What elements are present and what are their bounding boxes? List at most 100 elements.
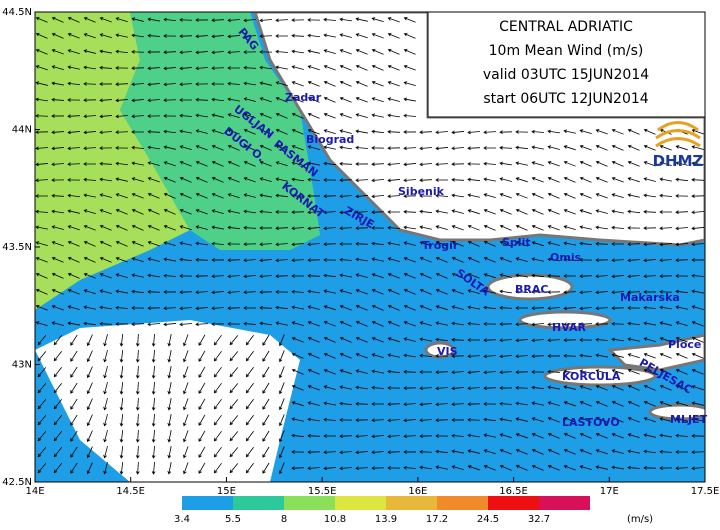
wind-arrow	[611, 225, 625, 230]
wind-arrow	[83, 224, 96, 231]
wind-arrow	[147, 50, 161, 54]
wind-arrow	[70, 366, 78, 378]
wind-arrow	[35, 162, 49, 167]
wind-arrow	[563, 306, 577, 311]
wind-arrow	[515, 257, 528, 263]
wind-arrow	[611, 384, 624, 391]
wind-arrow	[67, 256, 80, 263]
wind-arrow	[339, 145, 352, 150]
wind-arrow	[403, 64, 416, 71]
wind-arrow	[579, 225, 592, 230]
wind-arrow	[37, 335, 47, 346]
wind-arrow	[195, 97, 209, 102]
wind-arrow	[611, 337, 624, 342]
wind-arrow	[275, 18, 289, 23]
wind-arrow	[115, 240, 128, 247]
wind-arrow	[595, 400, 608, 407]
wind-arrow	[99, 146, 113, 150]
place-label: Zadar	[285, 91, 322, 104]
wind-arrow	[51, 241, 64, 247]
wind-arrow	[659, 242, 673, 247]
colorbar-label: 13.9	[375, 514, 397, 525]
wind-arrow	[323, 466, 337, 471]
wind-arrow	[499, 370, 513, 375]
wind-arrow	[611, 193, 624, 199]
wind-arrow	[243, 225, 257, 230]
wind-arrow	[119, 333, 124, 347]
wind-arrow	[403, 288, 416, 295]
wind-arrow	[147, 161, 160, 166]
wind-arrow	[179, 82, 193, 87]
colorbar-box	[488, 496, 539, 510]
wind-arrow	[371, 113, 384, 118]
wind-arrow	[643, 305, 657, 310]
wind-arrow	[167, 446, 172, 459]
wind-arrow	[659, 384, 672, 391]
wind-arrow	[227, 258, 241, 263]
wind-arrow	[227, 113, 240, 119]
wind-arrow	[211, 241, 225, 246]
wind-arrow	[659, 305, 672, 310]
wind-arrow	[179, 160, 192, 167]
wind-arrow	[99, 224, 112, 231]
wind-arrow	[563, 416, 576, 423]
wind-arrow	[483, 386, 497, 391]
wind-arrow	[355, 129, 368, 134]
wind-arrow	[547, 192, 560, 199]
island	[543, 365, 657, 387]
wind-arrow	[659, 161, 672, 167]
wind-arrow	[691, 289, 704, 294]
wind-arrow	[99, 98, 113, 103]
wind-arrow	[339, 385, 352, 390]
wind-arrow	[499, 208, 512, 215]
wind-arrow	[355, 178, 369, 183]
logo: DHMZ	[653, 121, 704, 170]
x-tick-label: 16.5E	[499, 486, 528, 497]
wind-arrow	[115, 17, 128, 23]
wind-arrow	[51, 162, 65, 167]
wind-arrow	[291, 336, 304, 343]
wind-arrow	[227, 193, 240, 199]
wind-arrow	[243, 50, 257, 54]
wind-arrow	[278, 430, 285, 443]
wind-arrow	[275, 161, 288, 167]
wind-arrow	[182, 462, 189, 475]
wind-arrow	[35, 113, 49, 118]
wind-arrow	[339, 257, 353, 262]
wind-arrow	[86, 366, 93, 379]
wind-arrow	[563, 274, 577, 278]
wind-arrow	[531, 257, 544, 262]
wind-arrow	[483, 402, 497, 406]
y-tick-label: 43.5N	[2, 242, 32, 253]
wind-arrow	[659, 193, 673, 198]
wind-arrow	[147, 306, 161, 310]
wind-arrow	[278, 334, 285, 347]
wind-arrow	[419, 321, 432, 327]
wind-arrow	[163, 241, 176, 247]
wind-arrow	[323, 96, 336, 103]
place-label: Biograd	[306, 133, 354, 146]
wind-arrow	[51, 130, 65, 135]
wind-arrow	[83, 49, 96, 54]
wind-arrow	[51, 97, 65, 102]
wind-arrow	[51, 288, 64, 295]
wind-arrow	[323, 368, 336, 375]
wind-arrow	[627, 306, 641, 310]
wind-arrow	[515, 130, 529, 134]
wind-arrow	[643, 368, 656, 375]
wind-arrow	[195, 274, 209, 278]
wind-arrow	[371, 353, 384, 359]
x-tick-label: 17E	[600, 486, 619, 497]
wind-arrow	[435, 256, 448, 263]
wind-arrow	[195, 209, 208, 215]
y-tick-label: 44N	[12, 125, 32, 136]
wind-arrow	[467, 449, 480, 454]
wind-arrow	[515, 354, 529, 359]
wind-arrow	[531, 354, 545, 359]
wind-arrow	[307, 321, 320, 327]
wind-arrow	[403, 97, 416, 102]
wind-arrow	[259, 81, 272, 86]
wind-arrow	[387, 288, 400, 295]
wind-arrow	[291, 401, 304, 407]
